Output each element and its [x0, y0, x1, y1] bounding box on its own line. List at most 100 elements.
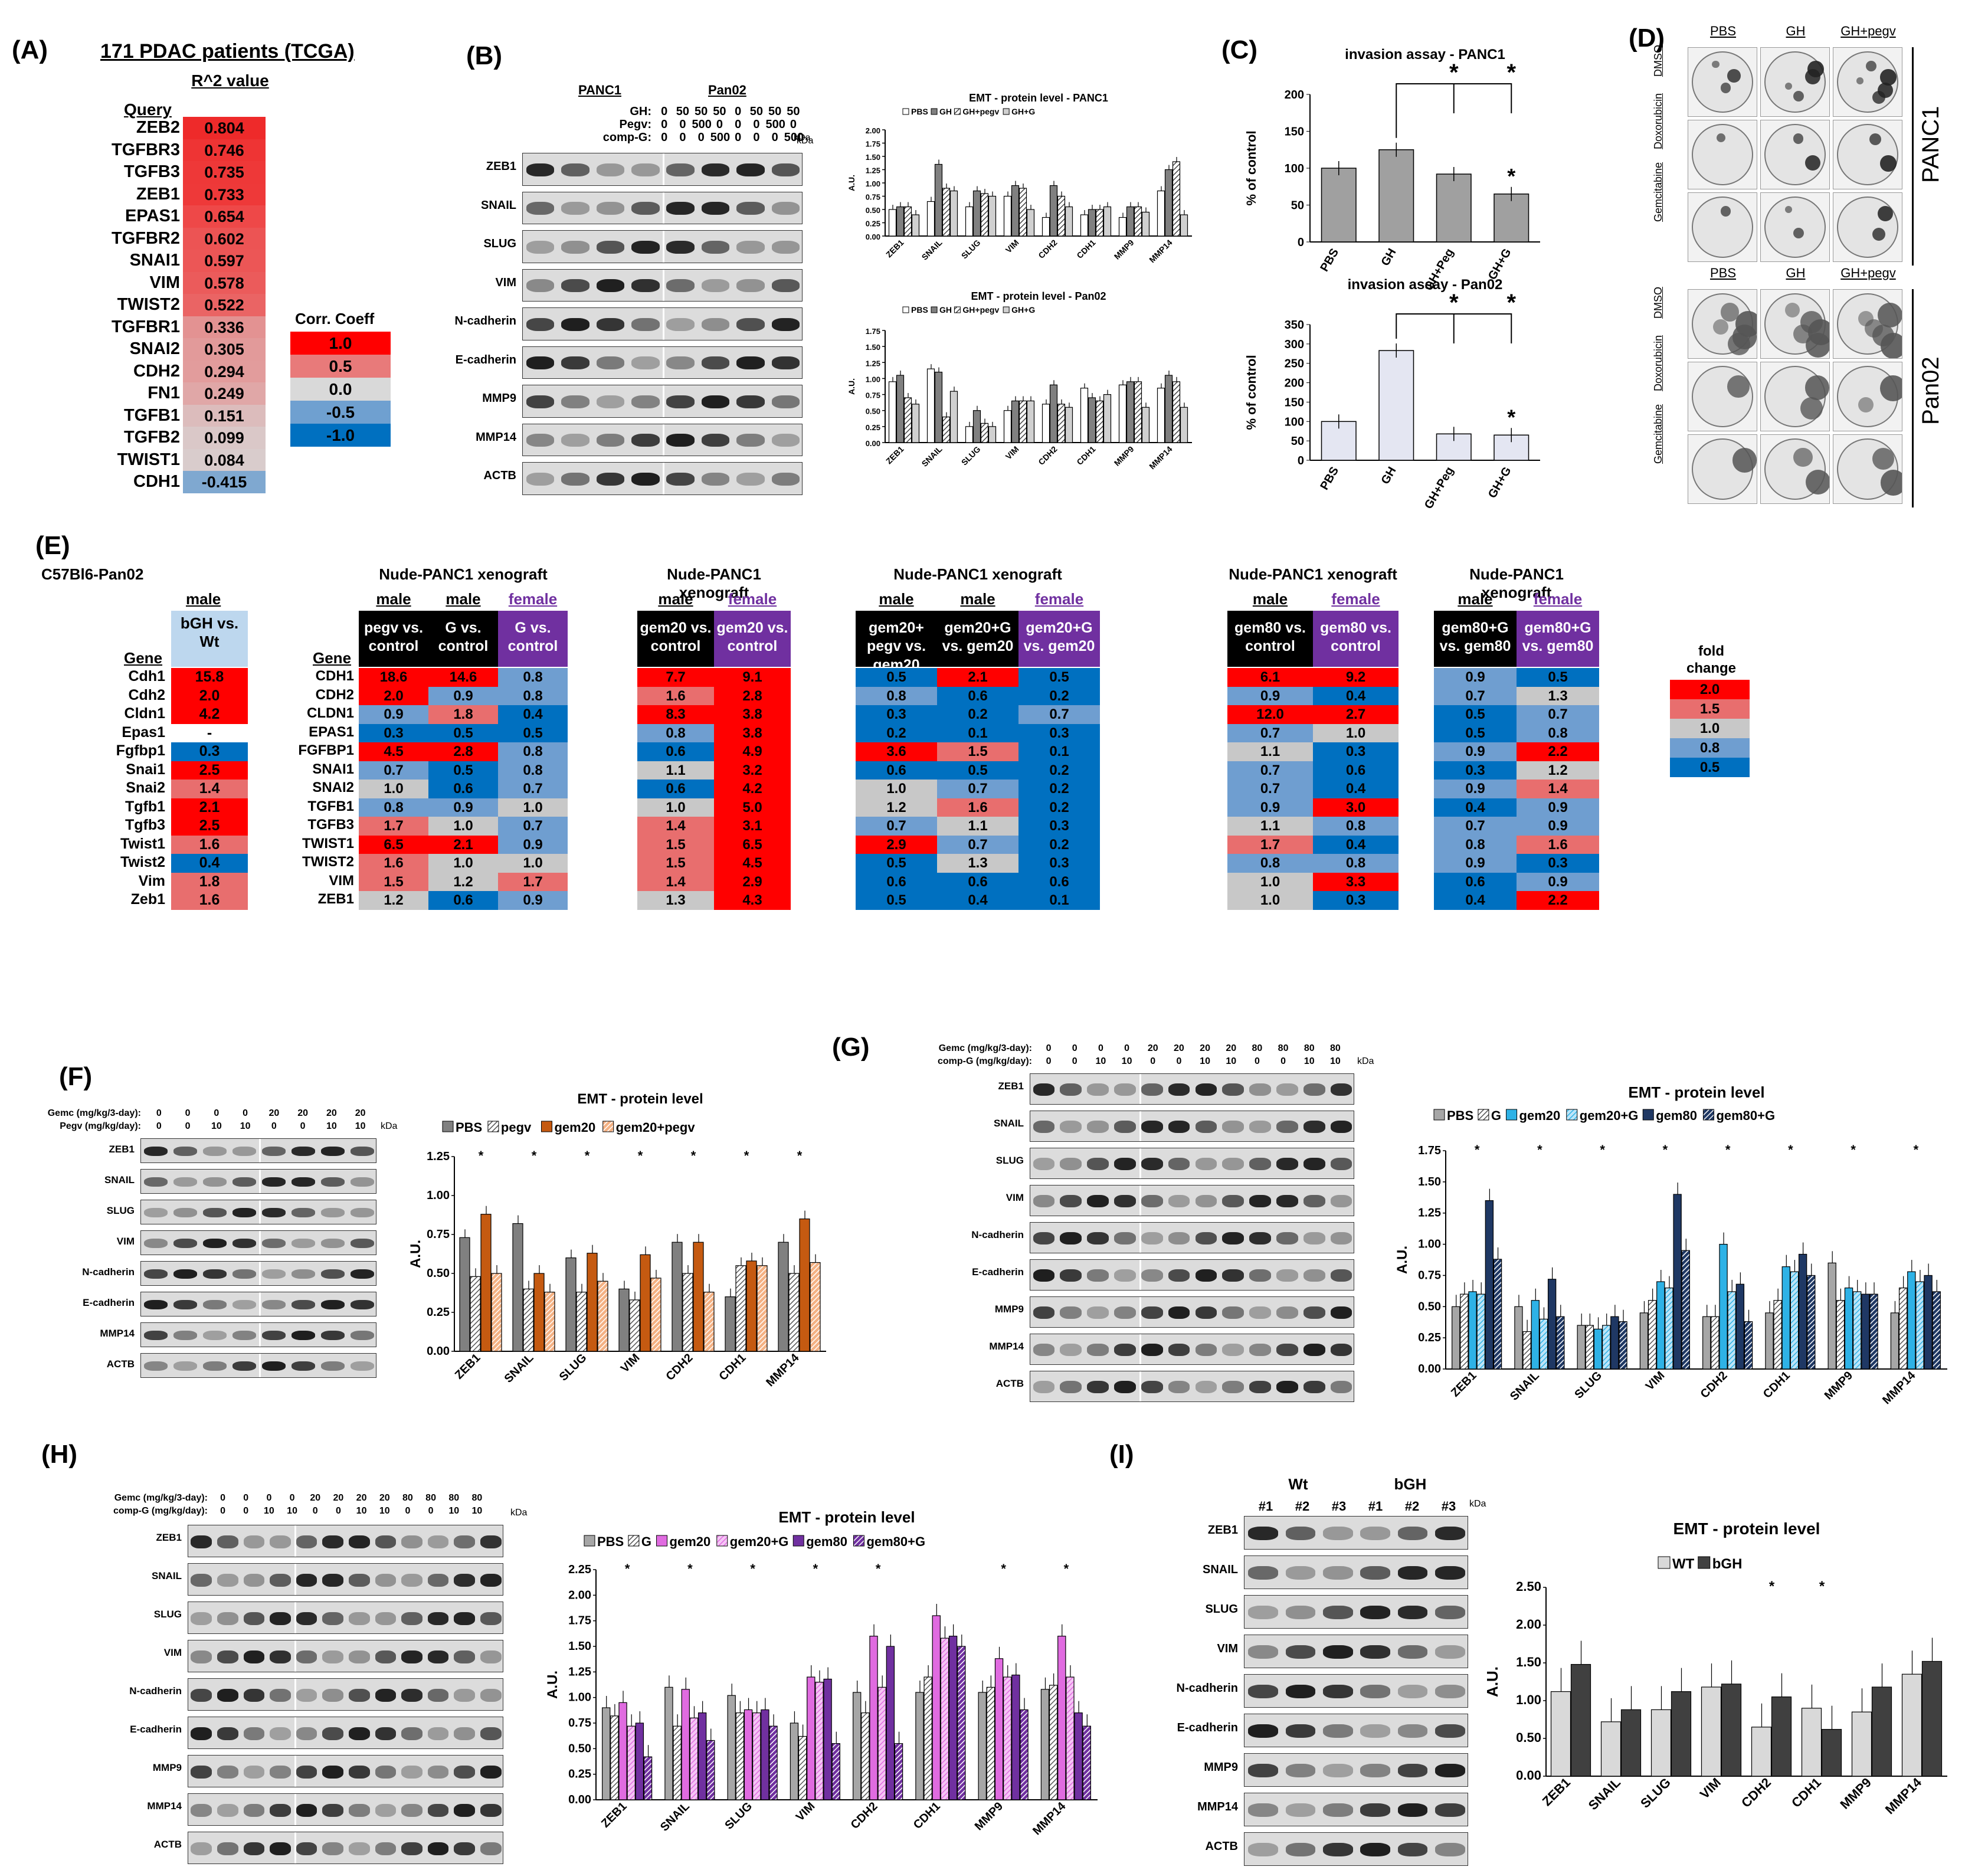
legend-label: GH+G — [1011, 107, 1035, 116]
condition-value: 0 — [735, 105, 742, 118]
blot-band — [1397, 1527, 1428, 1540]
panel-i-lane: #1 — [1258, 1499, 1273, 1514]
blot-band — [203, 1299, 227, 1310]
bar — [888, 209, 897, 237]
well-circle — [1837, 124, 1898, 185]
blot-band — [262, 1207, 286, 1218]
colony — [1869, 133, 1882, 146]
blot-divider — [294, 1679, 296, 1710]
well-circle — [1764, 124, 1826, 185]
e-cell: 4.5 — [714, 854, 791, 873]
blot-band — [561, 279, 589, 293]
blot-band — [191, 1727, 212, 1740]
bar — [1468, 1291, 1477, 1370]
blot-band — [191, 1650, 212, 1663]
x-tick-label: VIM — [1697, 1775, 1724, 1802]
colony-well — [1760, 434, 1830, 504]
bar — [1735, 1283, 1745, 1370]
bar — [635, 1722, 644, 1800]
blot-band — [1248, 1724, 1278, 1738]
e-cell: 0.9 — [1434, 742, 1517, 761]
y-tick-label: 2.00 — [866, 126, 880, 135]
x-tick-label: ZEB1 — [1449, 1369, 1479, 1400]
blot-label: ZEB1 — [109, 1144, 135, 1155]
bar — [1665, 1287, 1673, 1370]
blot-label: ACTB — [483, 469, 516, 483]
blot-band — [1248, 1566, 1278, 1580]
blot-band — [1195, 1380, 1217, 1394]
x-tick-label: CDH2 — [1738, 1775, 1774, 1810]
e-cell: 0.3 — [1018, 723, 1100, 742]
bar — [980, 423, 989, 443]
y-tick-label: 0.50 — [866, 206, 880, 215]
blot-strip — [522, 385, 803, 418]
e-cell: 1.0 — [1313, 723, 1399, 742]
condition-value: 80 — [1330, 1043, 1341, 1053]
x-tick-label: MMP14 — [764, 1351, 802, 1389]
blot-band — [243, 1842, 265, 1855]
e-cell: 1.4 — [1517, 780, 1599, 798]
blot-band — [454, 1765, 475, 1779]
blot-label: N-cadherin — [971, 1229, 1024, 1240]
bar — [1095, 400, 1104, 443]
y-tick-label: 1.75 — [1418, 1144, 1441, 1157]
condition-value: 50 — [676, 105, 689, 118]
blot-strip — [140, 1200, 376, 1224]
e-mouse-gene: Cdh2 — [128, 686, 166, 703]
blot-band — [270, 1573, 291, 1587]
blot-band — [262, 1299, 286, 1310]
e-cell: 0.4 — [1313, 780, 1399, 798]
blot-band — [1222, 1343, 1244, 1357]
blot-band — [1323, 1566, 1353, 1580]
e-cell: 0.3 — [359, 723, 428, 742]
blot-band — [427, 1842, 449, 1855]
blot-band — [454, 1535, 475, 1548]
y-tick-label: 0.25 — [1418, 1331, 1441, 1344]
e-cell: 1.0 — [428, 817, 498, 836]
blot-band — [1087, 1120, 1109, 1134]
blot-band — [454, 1727, 475, 1740]
condition-value: 80 — [1252, 1043, 1263, 1053]
bar — [942, 188, 951, 237]
blot-band — [144, 1330, 168, 1341]
blot-divider — [663, 463, 664, 494]
colony — [1728, 333, 1751, 355]
bar — [1593, 1328, 1603, 1370]
blot-band — [1168, 1194, 1190, 1208]
blot-band — [561, 472, 589, 486]
panel-a-r2-cell: 0.746 — [183, 139, 266, 162]
e-cell: 0.7 — [1434, 686, 1517, 705]
blot-divider — [294, 1640, 296, 1672]
bar — [523, 1288, 534, 1352]
blot-band — [375, 1842, 397, 1855]
colony — [1864, 319, 1883, 338]
condition-value: 0 — [1046, 1043, 1052, 1053]
x-tick-label: VIM — [1004, 444, 1021, 461]
blot-band — [1330, 1269, 1352, 1282]
blot-band — [270, 1765, 291, 1779]
condition-value: 10 — [326, 1121, 337, 1131]
blot-band — [480, 1803, 502, 1817]
blot-band — [771, 472, 800, 486]
colony — [1872, 228, 1886, 241]
bar — [1585, 1325, 1594, 1370]
blot-band — [1276, 1232, 1298, 1245]
colony — [1805, 470, 1829, 494]
legend-label: gem80+G — [1716, 1108, 1775, 1123]
significance-star: * — [1507, 164, 1515, 188]
blot-band — [292, 1177, 315, 1187]
panel-d-col-label: GH+pegv — [1840, 266, 1896, 280]
blot-band — [526, 163, 555, 176]
bar — [1744, 1321, 1753, 1370]
blot-band — [454, 1803, 475, 1817]
blot-divider — [259, 1200, 261, 1224]
blot-band — [526, 356, 555, 370]
blot-band — [1141, 1194, 1163, 1208]
panel-d-col-label: GH+pegv — [1840, 24, 1896, 38]
bar — [988, 426, 997, 443]
condition-label: GH: — [630, 105, 651, 118]
bar — [1460, 1293, 1469, 1370]
e-mouse-gene: Snai1 — [126, 761, 165, 778]
blot-band — [217, 1535, 238, 1548]
significance-star: * — [1506, 290, 1516, 316]
